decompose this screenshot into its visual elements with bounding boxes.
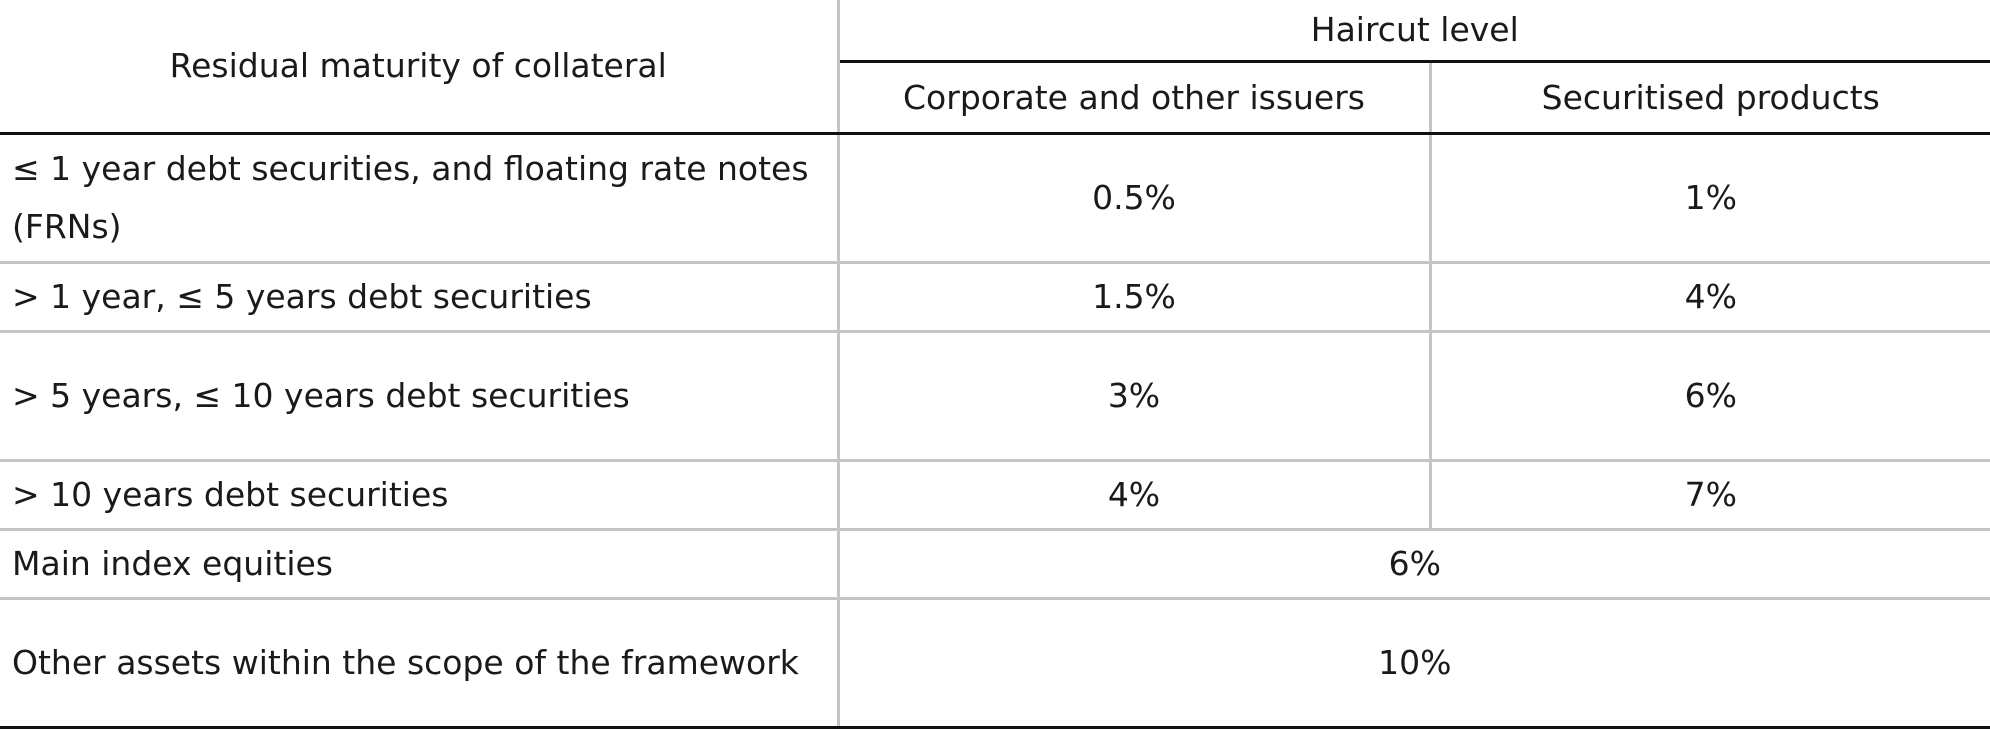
row-label: > 5 years, ≤ 10 years debt securities (0, 331, 840, 462)
corporate-haircut-cell: 4% (838, 460, 1432, 531)
row-label: > 10 years debt securities (0, 460, 840, 531)
combined-haircut-cell: 10% (838, 598, 1990, 729)
table-row: Other assets within the scope of the fra… (0, 598, 1990, 729)
corporate-column-header: Corporate and other issuers (838, 61, 1432, 135)
table-row: ≤ 1 year debt securities, and floating r… (0, 133, 1990, 264)
securitised-column-header: Securitised products (1430, 61, 1990, 135)
table-row: > 5 years, ≤ 10 years debt securities 3%… (0, 331, 1990, 462)
row-label: Other assets within the scope of the fra… (0, 598, 840, 729)
corporate-haircut-cell: 1.5% (838, 262, 1432, 333)
row-label: ≤ 1 year debt securities, and floating r… (0, 133, 840, 264)
securitised-haircut-cell: 1% (1430, 133, 1990, 264)
securitised-haircut-cell: 4% (1430, 262, 1990, 333)
corporate-haircut-cell: 3% (838, 331, 1432, 462)
row-label: > 1 year, ≤ 5 years debt securities (0, 262, 840, 333)
table-row: > 10 years debt securities 4% 7% (0, 460, 1990, 531)
combined-haircut-cell: 6% (838, 529, 1990, 600)
table-row: > 1 year, ≤ 5 years debt securities 1.5%… (0, 262, 1990, 333)
table-row: Main index equities 6% (0, 529, 1990, 600)
corporate-haircut-cell: 0.5% (838, 133, 1432, 264)
securitised-haircut-cell: 6% (1430, 331, 1990, 462)
row-label: Main index equities (0, 529, 840, 600)
securitised-haircut-cell: 7% (1430, 460, 1990, 531)
table-header: Residual maturity of collateral Haircut … (0, 0, 1990, 135)
maturity-column-header: Residual maturity of collateral (0, 0, 840, 135)
table-body: ≤ 1 year debt securities, and floating r… (0, 133, 1990, 729)
haircut-level-header: Haircut level (838, 0, 1990, 63)
